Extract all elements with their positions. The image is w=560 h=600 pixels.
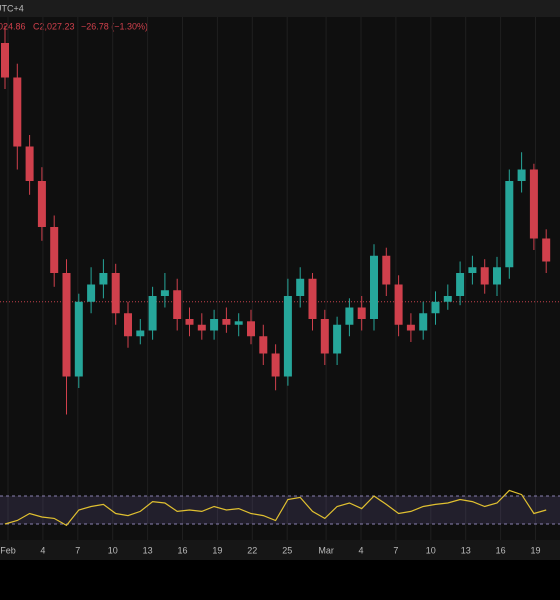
candle-body	[382, 255, 391, 285]
ohlc-change: −26.78 (−1.30%)	[81, 21, 148, 31]
candle-body	[357, 307, 366, 319]
candle-body	[25, 146, 34, 181]
timezone: UTC+4	[0, 3, 24, 13]
candle-body	[419, 313, 428, 331]
candle-body	[124, 313, 132, 337]
x-tick-label: 13	[143, 545, 153, 555]
candle-body	[431, 301, 440, 314]
candle-body	[296, 278, 305, 296]
ohlc-close: C2,027.23	[33, 21, 75, 31]
candle-body	[443, 296, 452, 302]
x-tick-label: 19	[530, 545, 540, 555]
x-tick-label: 4	[40, 545, 45, 555]
candle-body	[320, 319, 329, 354]
candle-body	[480, 267, 489, 285]
oscillator-band	[0, 496, 560, 524]
candle-body	[210, 319, 219, 331]
candle-body	[136, 330, 145, 337]
chart-background	[0, 0, 560, 560]
x-tick-label: 10	[108, 545, 118, 555]
x-tick-label: 16	[496, 545, 506, 555]
candle-body	[517, 169, 526, 181]
candle-body	[493, 267, 501, 285]
candle-body	[247, 321, 255, 337]
time-axis	[0, 540, 560, 560]
candle-body	[13, 77, 22, 147]
x-tick-label: 4	[358, 545, 363, 555]
candle-body	[370, 255, 378, 319]
candle-body	[308, 278, 317, 319]
candle-body	[271, 353, 280, 377]
ohlc-low: 024.86	[0, 21, 26, 31]
candle-body	[173, 290, 182, 319]
x-tick-label: 7	[75, 545, 80, 555]
x-tick-label: 10	[426, 545, 436, 555]
candle-body	[283, 296, 292, 377]
x-tick-label: Feb	[0, 545, 16, 555]
candle-body	[394, 284, 403, 325]
oscillator-line	[4, 489, 547, 527]
x-tick-label: 19	[212, 545, 222, 555]
candle-body	[74, 301, 83, 377]
candle-body	[50, 227, 59, 273]
candle-body	[234, 321, 243, 325]
candle-body	[148, 296, 157, 331]
candle-body	[160, 290, 169, 296]
x-tick-label: 25	[282, 545, 292, 555]
candle-body	[87, 284, 96, 302]
candle-body	[529, 169, 538, 239]
candle-body	[1, 43, 9, 78]
candle-body	[197, 324, 206, 331]
candle-body	[456, 273, 465, 296]
x-tick-label: 7	[393, 545, 398, 555]
candle-body	[222, 319, 231, 325]
candle-body	[99, 273, 108, 285]
x-tick-label: 13	[461, 545, 471, 555]
x-tick-label: 22	[247, 545, 257, 555]
candle-body	[406, 324, 415, 331]
candle-body	[468, 267, 477, 273]
candle-body	[111, 273, 120, 314]
candle-body	[345, 307, 354, 325]
x-tick-label: 16	[177, 545, 187, 555]
candle-body	[505, 181, 514, 268]
candle-body	[259, 336, 268, 354]
x-tick-label: Mar	[318, 545, 334, 555]
candle-body	[62, 273, 71, 377]
candle-body	[185, 319, 194, 325]
candle-body	[333, 324, 342, 354]
candle-body	[542, 238, 551, 262]
candle-body	[37, 181, 46, 227]
header-bar	[0, 0, 560, 17]
